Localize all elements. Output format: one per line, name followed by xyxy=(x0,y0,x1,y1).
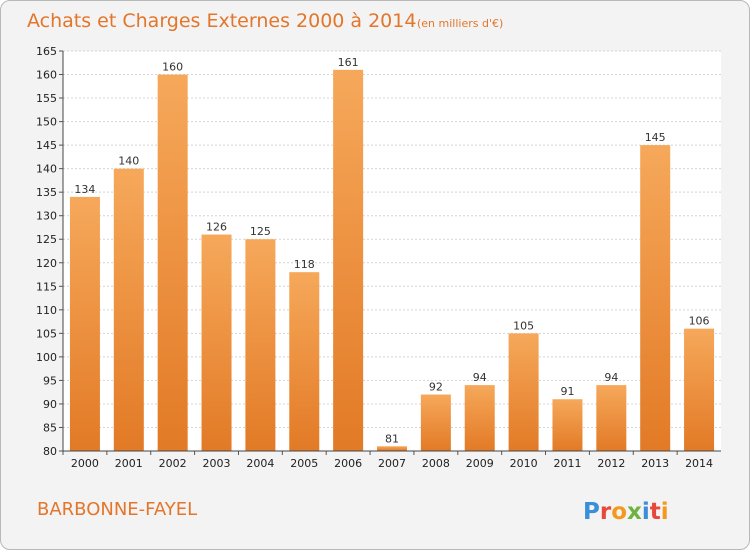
y-tick-label: 110 xyxy=(36,304,57,317)
x-tick-label: 2009 xyxy=(466,457,494,470)
bar-value-label: 118 xyxy=(294,258,315,271)
y-tick-label: 95 xyxy=(43,374,57,387)
y-tick-label: 120 xyxy=(36,257,57,270)
bar-value-label: 91 xyxy=(560,385,574,398)
bar-value-label: 92 xyxy=(429,381,443,394)
bar-value-label: 160 xyxy=(162,61,183,74)
y-tick-label: 115 xyxy=(36,280,57,293)
y-tick-label: 160 xyxy=(36,69,57,82)
x-tick-label: 2006 xyxy=(334,457,362,470)
x-tick-label: 2014 xyxy=(685,457,713,470)
x-tick-label: 2011 xyxy=(553,457,581,470)
x-tick-label: 2012 xyxy=(597,457,625,470)
bar xyxy=(201,234,232,451)
bar-value-label: 94 xyxy=(473,371,487,384)
y-tick-label: 80 xyxy=(43,445,57,458)
bar-value-label: 126 xyxy=(206,221,227,234)
y-tick-label: 150 xyxy=(36,116,57,129)
y-tick-label: 145 xyxy=(36,139,57,152)
bar-value-label: 106 xyxy=(689,315,710,328)
x-tick-label: 2008 xyxy=(422,457,450,470)
y-tick-label: 135 xyxy=(36,186,57,199)
plot-area: 80 85 90 95 100 105 110 115 120 125 130 135 140 145 15… xyxy=(36,45,721,470)
x-tick-label: 2000 xyxy=(71,457,99,470)
x-tick-label: 2013 xyxy=(641,457,669,470)
bar-value-label: 134 xyxy=(74,183,95,196)
bar-value-label: 125 xyxy=(250,225,271,238)
y-tick-label: 105 xyxy=(36,327,57,340)
x-tick-label: 2007 xyxy=(378,457,406,470)
y-tick-label: 85 xyxy=(43,421,57,434)
bar xyxy=(596,385,627,451)
x-tick-label: 2003 xyxy=(203,457,231,470)
bar xyxy=(377,446,407,451)
bar xyxy=(420,394,451,451)
bar xyxy=(245,239,276,451)
bar xyxy=(684,328,715,451)
bar-value-label: 81 xyxy=(385,432,399,445)
x-tick-label: 2010 xyxy=(510,457,538,470)
bar xyxy=(508,333,539,451)
bar-value-label: 94 xyxy=(604,371,618,384)
bar xyxy=(157,74,188,451)
bar-value-label: 145 xyxy=(645,131,666,144)
unit-label: (en milliers d'€) xyxy=(417,17,503,30)
y-tick-label: 125 xyxy=(36,233,57,246)
x-tick-label: 2004 xyxy=(246,457,274,470)
bar xyxy=(333,69,364,451)
bar xyxy=(552,399,583,451)
bar-value-label: 161 xyxy=(338,56,359,69)
y-tick-label: 140 xyxy=(36,163,57,176)
bar xyxy=(640,145,671,451)
chart-title: Achats et Charges Externes 2000 à 2014 xyxy=(27,10,416,32)
bar-value-label: 105 xyxy=(513,319,534,332)
x-tick-label: 2002 xyxy=(159,457,187,470)
bar xyxy=(69,196,100,451)
y-tick-label: 155 xyxy=(36,92,57,105)
commune-name: BARBONNE-FAYEL xyxy=(37,499,197,520)
x-tick-label: 2005 xyxy=(290,457,318,470)
bar xyxy=(464,385,495,451)
bar-value-label: 140 xyxy=(118,155,139,168)
y-tick-label: 130 xyxy=(36,210,57,223)
proxiti-logo: Proxiti xyxy=(583,499,669,525)
bar xyxy=(289,272,320,451)
x-tick-label: 2001 xyxy=(115,457,143,470)
bar xyxy=(113,168,144,451)
y-tick-label: 100 xyxy=(36,351,57,364)
y-tick-label: 90 xyxy=(43,398,57,411)
y-tick-label: 165 xyxy=(36,45,57,58)
